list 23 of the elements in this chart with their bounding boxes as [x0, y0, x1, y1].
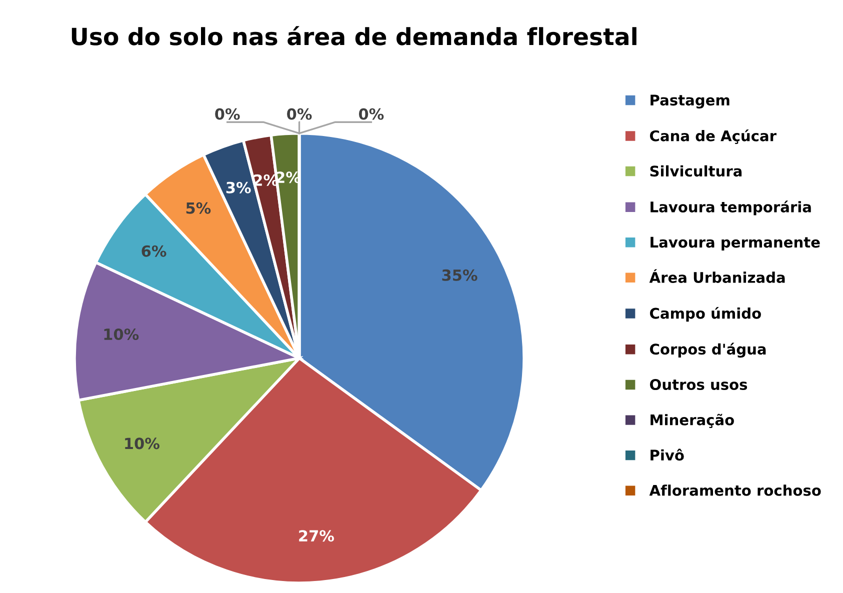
data-label: 35%	[442, 269, 478, 281]
legend-label: Mineração	[650, 414, 734, 428]
legend-label: Cana de Açúcar	[650, 129, 776, 144]
legend-label: Pastagem	[650, 94, 730, 109]
data-label: 3%	[226, 182, 251, 194]
chart-title: Uso do solo nas área de demanda florestal	[72, 26, 636, 46]
legend-label: Silvicultura	[650, 165, 742, 177]
text: 0%	[215, 108, 240, 120]
data-label: 10%	[104, 328, 139, 340]
legend-label: Área Urbanizada	[649, 269, 785, 283]
legend-label: Campo úmido	[650, 306, 761, 322]
legend-label: Lavoura temporária	[650, 200, 811, 216]
legend-label: Afloramento rochoso	[649, 484, 821, 496]
data-label: 27%	[299, 530, 334, 542]
legend-label: Pivô	[650, 448, 684, 461]
legend-label: Corpos d'água	[650, 342, 766, 358]
legend-label: Outros usos	[650, 379, 748, 390]
text: 0%	[287, 108, 312, 120]
text: 0%	[358, 108, 384, 120]
data-label: 10%	[125, 438, 160, 450]
legend-label: Lavoura permanente	[650, 236, 820, 251]
data-label: 5%	[186, 202, 211, 214]
data-label: 6%	[142, 245, 166, 257]
